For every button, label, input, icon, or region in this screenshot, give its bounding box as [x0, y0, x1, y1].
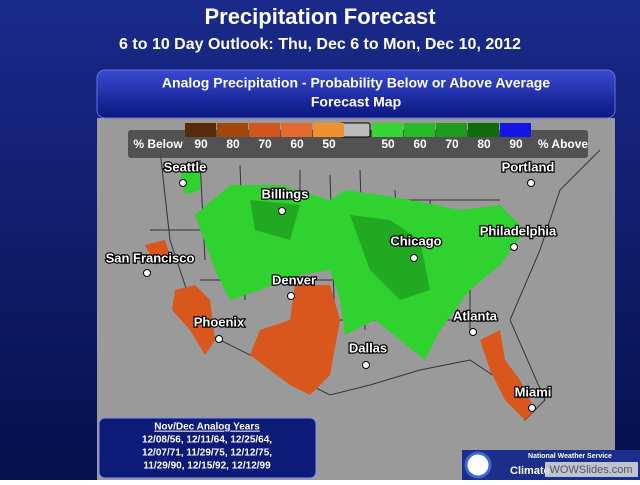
city-dot	[143, 269, 151, 277]
city-label: Denver	[272, 272, 316, 287]
map	[97, 118, 615, 480]
noaa-logo	[464, 451, 492, 479]
subtitle: 6 to 10 Day Outlook: Thu, Dec 6 to Mon, …	[119, 36, 521, 53]
title: Precipitation Forecast	[204, 4, 436, 29]
city-dot	[215, 335, 223, 343]
watermark: WOWSlides.com	[549, 464, 632, 476]
legend-value: 70	[258, 137, 272, 151]
legend-above-label: % Above	[538, 137, 589, 151]
city-label: Dallas	[349, 340, 387, 355]
dark-green-areas	[250, 200, 430, 300]
legend-swatch	[217, 123, 248, 137]
city-dot	[410, 254, 418, 262]
analog-line: 12/08/56, 12/11/64, 12/25/64,	[142, 435, 272, 446]
city-dot	[469, 328, 477, 336]
panel-title: Analog Precipitation - Probability Below…	[162, 75, 550, 91]
city-label: Portland	[502, 159, 555, 174]
legend-swatch	[185, 123, 216, 137]
orange-areas	[145, 240, 535, 420]
city-label: San Francisco	[106, 250, 195, 265]
city-dot	[287, 292, 295, 300]
city-dot	[278, 207, 286, 215]
legend-below-label: % Below	[133, 137, 183, 151]
legend-value: 60	[413, 137, 427, 151]
city-label: Phoenix	[194, 314, 245, 329]
legend-swatch	[500, 123, 531, 137]
city-dot	[362, 361, 370, 369]
legend-value: 60	[290, 137, 304, 151]
city-label: Philadelphia	[480, 223, 557, 238]
analog-title: Nov/Dec Analog Years	[154, 422, 260, 433]
legend-neutral	[339, 122, 371, 138]
panel-header	[96, 69, 616, 119]
watermark-box	[545, 462, 638, 477]
city-label: Atlanta	[453, 308, 498, 323]
panel-title: Forecast Map	[311, 94, 401, 110]
legend-swatch	[404, 123, 435, 137]
city-dot	[510, 243, 518, 251]
legend-value: 90	[194, 137, 208, 151]
city-dot	[528, 404, 536, 412]
legend-value: 90	[509, 137, 523, 151]
legend-swatch	[372, 123, 403, 137]
city-dot	[179, 179, 187, 187]
legend-value: 80	[226, 137, 240, 151]
city-label: Miami	[515, 384, 552, 399]
analog-line: 11/29/90, 12/15/92, 12/12/99	[143, 461, 271, 472]
city-dot	[527, 179, 535, 187]
legend-value: 70	[445, 137, 459, 151]
legend-value: 50	[322, 137, 336, 151]
legend-swatch	[436, 123, 467, 137]
footer-agency: National Weather Service	[528, 453, 612, 460]
analog-line: 12/07/71, 11/29/75, 12/12/75,	[142, 448, 272, 459]
legend: 90 80 70 60 50 50 60 70 80 90	[185, 123, 531, 151]
legend-swatch	[468, 123, 499, 137]
legend-swatch	[281, 123, 312, 137]
analog-box	[98, 417, 317, 479]
city-label: Chicago	[390, 233, 441, 248]
footer-program: Climate	[510, 465, 550, 477]
city-label: Billings	[262, 186, 309, 201]
city-label: Seattle	[164, 159, 207, 174]
legend-swatch	[313, 123, 344, 137]
legend-value: 80	[477, 137, 491, 151]
cities: Seattle Billings Portland San Francisco Chic…	[104, 158, 558, 412]
legend-value: 50	[381, 137, 395, 151]
legend-swatch	[249, 123, 280, 137]
